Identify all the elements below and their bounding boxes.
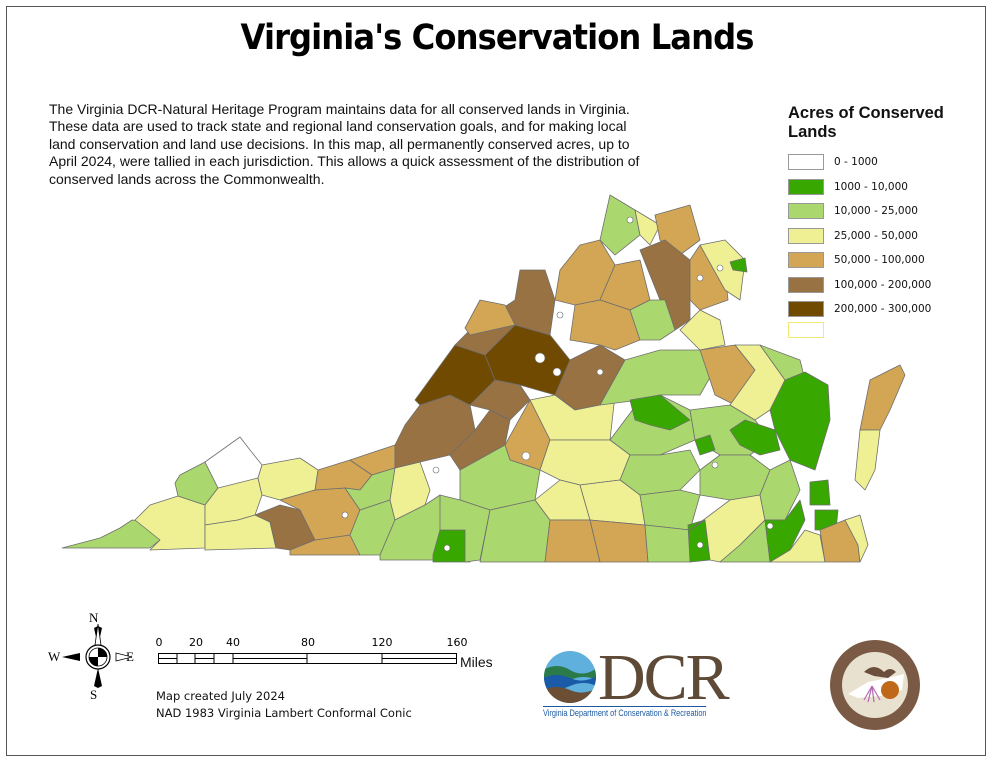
legend-swatch	[788, 301, 824, 318]
legend-item: 100,000 - 200,000	[788, 273, 978, 298]
county	[589, 519, 649, 563]
county	[729, 419, 781, 456]
map-frame	[6, 6, 986, 756]
legend-label: 0 - 1000	[834, 156, 878, 169]
scale-tick: 0	[155, 636, 163, 649]
scale-tick: 160	[446, 636, 468, 649]
county	[619, 449, 701, 496]
legend-swatch	[788, 252, 824, 269]
dcr-wordmark: DCR	[598, 641, 730, 714]
map-credits: Map created July 2024 NAD 1983 Virginia …	[156, 688, 412, 722]
county	[539, 439, 631, 486]
county	[469, 379, 531, 421]
county	[694, 434, 716, 456]
page-title: Virginia's Conservation Lands	[240, 18, 755, 58]
legend-label: 10,000 - 25,000	[834, 205, 918, 218]
legend-label: 25,000 - 50,000	[834, 229, 918, 242]
legend-item: 25,000 - 50,000	[788, 224, 978, 249]
scale-tick: 20	[189, 636, 203, 649]
dcr-wave-icon	[544, 651, 596, 703]
legend-title: Acres of Conserved Lands	[788, 104, 944, 141]
scale-unit: Miles	[460, 654, 493, 670]
legend-label: 200,000 - 300,000	[834, 303, 932, 316]
legend-item: 10,000 - 25,000	[788, 199, 978, 224]
county	[644, 524, 691, 563]
map-created-date: Map created July 2024	[156, 689, 285, 703]
county	[769, 371, 831, 471]
map-projection: NAD 1983 Virginia Lambert Conformal Coni…	[156, 706, 412, 720]
compass-icon	[62, 623, 133, 688]
legend-swatch	[788, 276, 824, 293]
legend-label: 1000 - 10,000	[834, 180, 908, 193]
compass-south: S	[90, 687, 98, 702]
county	[854, 429, 881, 491]
compass-north: N	[89, 610, 99, 625]
dcr-subtitle: Virginia Department of Conservation & Re…	[543, 706, 707, 718]
county	[769, 529, 826, 563]
county	[844, 514, 869, 563]
scale-tick: 80	[301, 636, 315, 649]
nhp-seal-icon	[830, 640, 920, 730]
legend-item: 50,000 - 100,000	[788, 248, 978, 273]
compass-west: W	[48, 649, 61, 664]
legend-swatch	[788, 178, 824, 195]
map-description: The Virginia DCR-Natural Heritage Progra…	[49, 101, 640, 187]
legend-item: 0 - 1000	[788, 150, 978, 175]
county	[599, 194, 641, 256]
county	[859, 364, 906, 431]
county	[634, 209, 661, 246]
legend-empty-swatch	[788, 321, 824, 338]
county	[432, 529, 471, 563]
legend-swatch	[788, 154, 824, 171]
legend-label: 100,000 - 200,000	[834, 278, 932, 291]
county	[679, 309, 726, 351]
scale-bar: 0 20 40 80 120 160 Miles	[155, 636, 493, 670]
legend-item: 200,000 - 300,000	[788, 297, 978, 322]
county	[629, 299, 676, 341]
county	[699, 454, 771, 501]
county	[729, 257, 748, 273]
scale-bar-graphic	[158, 653, 457, 664]
dcr-logo: DCR Virginia Department of Conservation …	[543, 641, 738, 720]
legend-label: 50,000 - 100,000	[834, 254, 925, 267]
county	[809, 479, 831, 506]
scale-tick: 120	[371, 636, 393, 649]
legend-swatch	[788, 227, 824, 244]
scale-tick: 40	[226, 636, 240, 649]
county	[569, 299, 641, 351]
compass-rose: N S W E	[48, 610, 148, 705]
legend-swatch	[788, 203, 824, 220]
county	[439, 494, 491, 563]
county	[464, 299, 516, 336]
county	[629, 394, 691, 431]
natural-heritage-program-logo	[828, 638, 922, 732]
legend-item: 1000 - 10,000	[788, 175, 978, 200]
legend: Acres of Conserved Lands 0 - 1000 1000 -…	[788, 104, 978, 338]
